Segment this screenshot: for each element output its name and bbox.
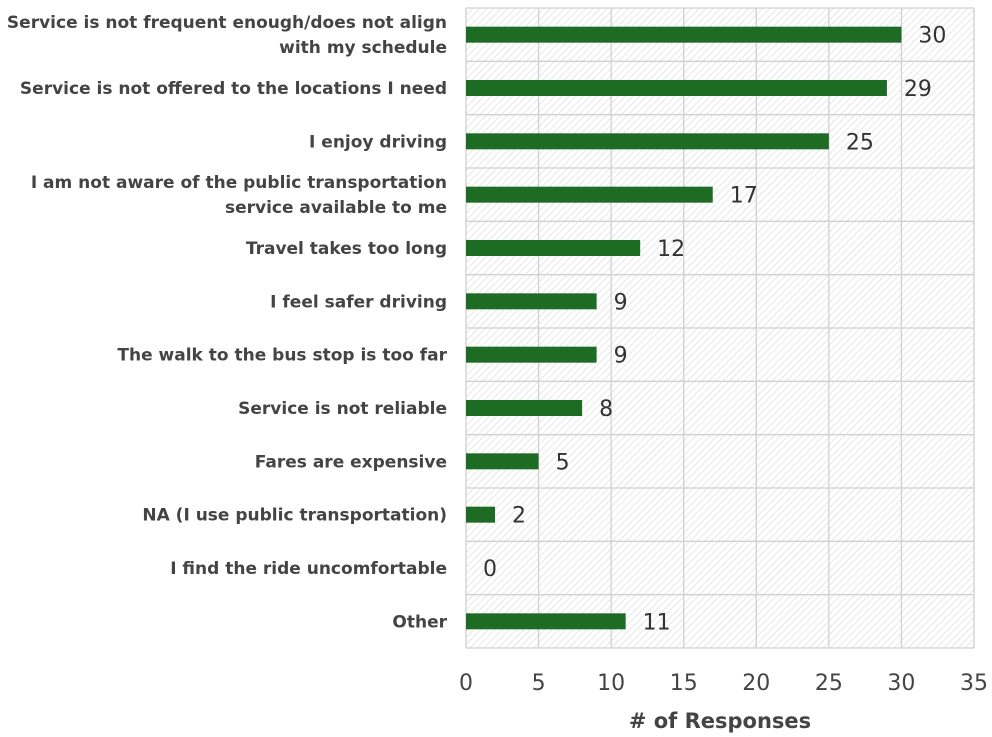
x-axis-title: # of Responses [629, 709, 811, 733]
bar-6 [466, 346, 597, 363]
bar-0 [466, 26, 902, 43]
x-tick-label-2: 10 [597, 671, 625, 696]
x-tick-label-5: 25 [815, 671, 843, 696]
category-label-4-line-0: Travel takes too long [246, 239, 447, 259]
x-tick-label-4: 20 [742, 671, 770, 696]
category-label-8-line-0: Fares are expensive [255, 452, 447, 472]
data-label-0: 30 [918, 24, 946, 49]
category-label-1-line-0: Service is not offered to the locations … [20, 79, 447, 99]
bar-8 [466, 453, 539, 470]
data-label-6: 9 [614, 344, 628, 369]
bar-2 [466, 133, 829, 150]
bar-4 [466, 240, 641, 256]
bar-5 [466, 293, 597, 310]
category-label-7-line-0: Service is not reliable [238, 399, 447, 419]
gridlines [465, 7, 975, 649]
bars [466, 26, 902, 630]
category-label-0-line-0: Service is not frequent enough/does not … [7, 13, 447, 33]
bar-7 [466, 400, 583, 416]
category-label-5-line-0: I feel safer driving [270, 292, 447, 312]
category-labels: Service is not frequent enough/does not … [7, 13, 448, 632]
x-tick-label-1: 5 [532, 671, 546, 696]
category-label-6-line-0: The walk to the bus stop is too far [117, 346, 447, 366]
category-label-11-line-0: Other [392, 612, 447, 632]
x-tick-label-0: 0 [459, 671, 473, 696]
data-label-9: 2 [512, 504, 526, 529]
category-label-10-line-0: I find the ride uncomfortable [170, 559, 447, 579]
x-tick-labels: 0 5 10 15 20 25 30 35 [459, 671, 988, 696]
bar-9 [466, 506, 496, 523]
x-tick-label-6: 30 [887, 671, 915, 696]
data-label-8: 5 [556, 450, 570, 475]
data-label-2: 25 [846, 130, 874, 155]
bar-11 [466, 613, 626, 630]
data-label-1: 29 [904, 77, 932, 102]
data-label-3: 17 [730, 184, 758, 209]
data-label-11: 11 [643, 610, 671, 635]
category-label-3-line-0: I am not aware of the public transportat… [31, 173, 447, 193]
category-label-9-line-0: NA (I use public transportation) [142, 506, 447, 526]
bar-1 [466, 80, 887, 96]
data-label-4: 12 [657, 237, 685, 262]
x-tick-label-7: 35 [960, 671, 988, 696]
category-label-0-line-1: with my schedule [279, 38, 447, 58]
data-labels: 30 29 25 17 12 9 9 8 5 2 0 11 [483, 24, 946, 636]
data-label-5: 9 [614, 290, 628, 315]
data-label-7: 8 [599, 397, 613, 422]
category-label-3-line-1: service available to me [225, 198, 447, 218]
data-label-10: 0 [483, 557, 497, 582]
bar-3 [466, 186, 713, 203]
x-tick-label-3: 15 [670, 671, 698, 696]
category-label-2-line-0: I enjoy driving [309, 132, 447, 152]
